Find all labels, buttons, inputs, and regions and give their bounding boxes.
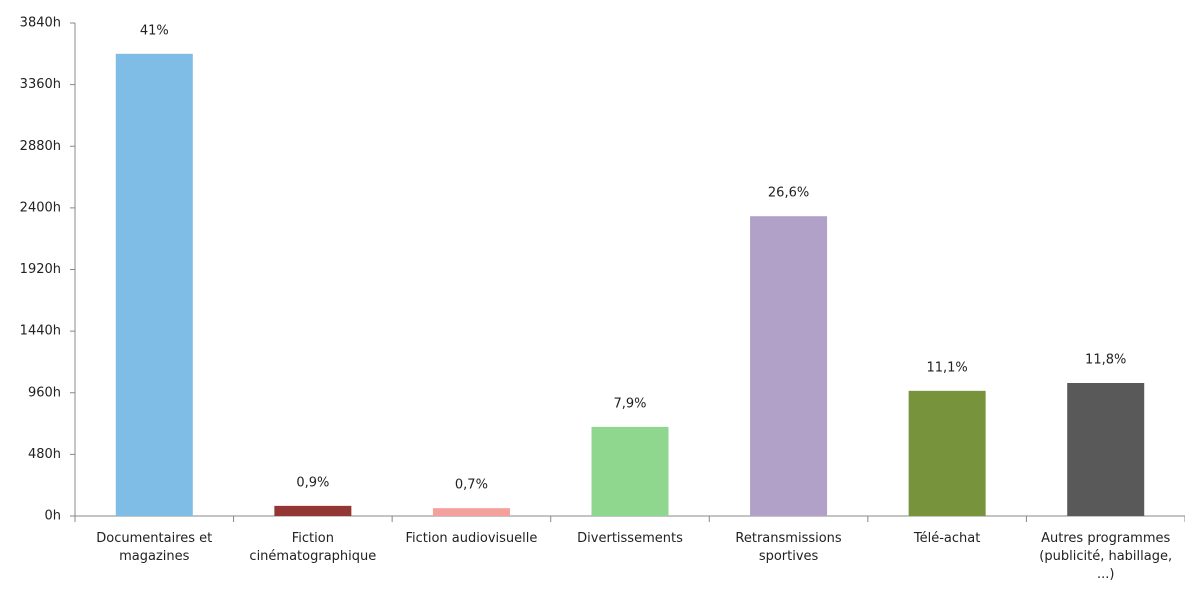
- data-label: 11,8%: [1085, 352, 1126, 367]
- data-label: 7,9%: [613, 396, 646, 411]
- y-tick-label: 1920h: [20, 262, 61, 277]
- data-label: 0,9%: [296, 475, 329, 490]
- x-tick-label: Autres programmes (publicité, habillage,…: [1039, 531, 1173, 582]
- x-tick-label: Télé-achat: [913, 531, 981, 546]
- y-tick-label: 1440h: [20, 324, 61, 339]
- bar: [750, 216, 828, 517]
- data-label: 11,1%: [926, 360, 967, 375]
- data-label: 26,6%: [768, 186, 809, 201]
- y-tick-label: 960h: [28, 385, 61, 400]
- bar: [432, 508, 510, 516]
- y-tick-label: 2400h: [20, 200, 61, 215]
- y-tick-label: 2880h: [20, 139, 61, 154]
- bar: [274, 505, 352, 516]
- y-tick-label: 3360h: [20, 77, 61, 92]
- bar: [908, 390, 986, 516]
- y-tick-label: 480h: [28, 447, 61, 462]
- x-tick-label: Documentaires et magazines: [96, 531, 213, 564]
- x-tick-label: Retransmissions sportives: [735, 531, 842, 564]
- data-label: 0,7%: [455, 478, 488, 493]
- y-tick-label: 0h: [44, 509, 61, 524]
- x-tick-label: Divertissements: [577, 531, 683, 546]
- x-tick-label: Fiction audiovisuelle: [405, 531, 538, 546]
- data-label: 41%: [140, 23, 169, 38]
- y-tick-label: 3840h: [20, 16, 61, 31]
- bar: [115, 53, 193, 516]
- bar: [591, 426, 669, 516]
- x-tick-label: Fiction cinématographique: [249, 531, 377, 564]
- bar: [1067, 382, 1145, 516]
